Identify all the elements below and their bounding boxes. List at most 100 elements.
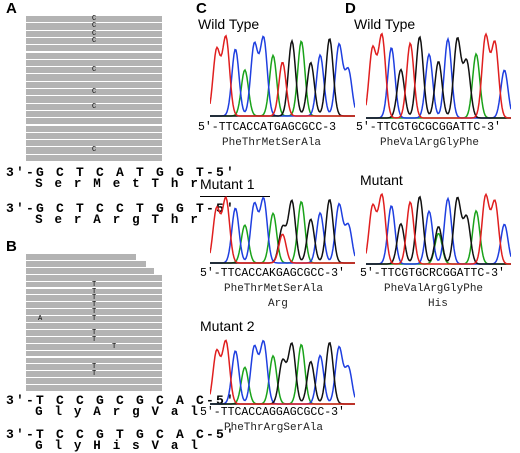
sequencing-read <box>26 154 162 162</box>
panel-d-mutant-sequence: 5′-TTCGTGCRCGGATTC-3′ <box>360 267 505 280</box>
panel-d-mutant-label: Mutant <box>360 172 403 188</box>
sequencing-read <box>26 103 162 111</box>
mismatch-base: C <box>92 146 97 155</box>
panel-c-wild-type-sequence: 5′-TTCACCATGAGCGCC-3 <box>198 121 337 134</box>
mutant-sequence-a: 3′-G C T C C T G G T-5′ <box>6 201 237 216</box>
mismatch-base: T <box>112 342 117 351</box>
mismatch-base: C <box>92 22 97 31</box>
sequencing-read <box>26 140 162 148</box>
sequencing-read <box>26 329 162 337</box>
mismatch-base: A <box>38 315 43 324</box>
sequencing-read <box>26 274 162 282</box>
panel-letter-d: D <box>345 0 356 17</box>
sequencing-read <box>26 37 162 46</box>
panel-d-wild-type-sequence: 5′-TTCGTGCGCGGATTC-3′ <box>356 121 501 134</box>
trace-g <box>210 341 355 405</box>
trace-t <box>210 339 355 405</box>
mutant-amino-acids-a: S e r A r g T h r <box>6 213 201 227</box>
sequencing-read <box>26 350 162 358</box>
sequencing-read <box>26 23 162 31</box>
sequencing-read <box>26 371 162 379</box>
trace-g <box>210 38 355 117</box>
sequencing-read <box>26 364 162 372</box>
mismatch-base: C <box>92 29 97 38</box>
mismatch-base: T <box>92 335 97 344</box>
sequencing-read <box>26 16 162 24</box>
panel-c-wild-type-amino-acids: PheThrMetSerAla <box>222 137 322 149</box>
panel-c-mutant-1-divider <box>200 196 270 197</box>
sequencing-read <box>26 288 162 296</box>
mismatch-base: C <box>92 102 97 111</box>
panel-d-mutant-alternate-amino-acid: His <box>428 298 448 310</box>
sequencing-read <box>26 81 162 89</box>
trace-t <box>366 32 511 119</box>
mismatch-base: T <box>92 363 97 372</box>
mismatch-base: T <box>92 287 97 296</box>
sequencing-read <box>26 89 162 97</box>
trace-t <box>210 34 355 117</box>
trace-g <box>366 35 511 119</box>
trace-t <box>210 196 355 264</box>
mismatch-base: T <box>92 328 97 337</box>
mismatch-base: T <box>92 294 97 303</box>
panel-c-mutant-2-sequence: 5′-TTCACCAGGAGCGCC-3′ <box>200 406 345 419</box>
sequencing-read <box>26 147 162 155</box>
chromatogram-c-mutant-2 <box>210 339 355 405</box>
sequencing-read <box>26 316 162 323</box>
mutant-amino-acids-b: G l y H i s V a l <box>6 439 201 453</box>
reference-amino-acids-b: G l y A r g V a l <box>6 405 201 419</box>
sequencing-read <box>26 385 162 392</box>
sequencing-read <box>26 45 162 53</box>
trace-g <box>210 199 355 264</box>
panel-c-wild-type-label: Wild Type <box>198 16 260 32</box>
chromatogram-d-mutant <box>366 192 511 265</box>
sequencing-read <box>26 267 154 275</box>
mutant-sequence-b: 3′-T C C G T G C A C-5′ <box>6 427 237 442</box>
sequencing-read <box>26 357 162 365</box>
panel-c-mutant-2-label: Mutant 2 <box>200 318 255 334</box>
panel-c-mutant-1-sequence: 5′-TTCACCAKGAGCGCC-3′ <box>200 267 345 280</box>
panel-letter-c: C <box>196 0 207 17</box>
panel-d-wild-type-label: Wild Type <box>354 16 416 32</box>
sequencing-read <box>26 118 162 126</box>
sequencing-read <box>26 343 162 351</box>
panel-c-mutant-1-label: Mutant 1 <box>200 176 255 192</box>
mismatch-base: T <box>92 308 97 317</box>
mismatch-base: T <box>92 370 97 379</box>
sequencing-read <box>26 295 162 303</box>
panel-letter-a: A <box>6 0 17 17</box>
chromatogram-d-wild-type <box>366 32 511 119</box>
chromatogram-c-wild-type <box>210 34 355 117</box>
sequencing-read <box>26 323 162 330</box>
trace-a <box>366 209 511 265</box>
reference-sequence-a: 3′-G C T C A T G G T-5′ <box>6 165 237 180</box>
sequencing-read <box>26 59 162 68</box>
sequencing-read <box>26 30 162 38</box>
sequencing-read <box>26 110 162 119</box>
sequencing-read <box>26 254 136 261</box>
panel-c-mutant-1-amino-acids: PheThrMetSerAla <box>224 283 324 295</box>
mismatch-base: C <box>92 15 97 23</box>
sequencing-read <box>26 74 162 82</box>
mismatch-base: T <box>92 301 97 310</box>
panel-letter-b: B <box>6 238 17 255</box>
sequencing-read <box>26 96 162 104</box>
trace-t <box>366 192 511 265</box>
panel-c-mutant-2-amino-acids: PheThrArgSerAla <box>224 422 324 434</box>
mismatch-base: T <box>92 280 97 289</box>
sequencing-read <box>26 281 162 289</box>
sequencing-read <box>26 378 162 386</box>
panel-d-wild-type-amino-acids: PheValArgGlyPhe <box>380 137 480 149</box>
sequencing-read <box>26 309 162 317</box>
sequencing-read <box>26 67 162 75</box>
reference-amino-acids-a: S e r M e t T h r <box>6 177 201 191</box>
sequencing-read <box>26 125 162 133</box>
mismatch-base: C <box>92 36 97 45</box>
mismatch-base: T <box>92 315 97 324</box>
trace-c <box>210 196 355 264</box>
sequencing-read <box>26 260 146 268</box>
sequencing-read <box>26 302 162 310</box>
trace-c <box>210 35 355 117</box>
